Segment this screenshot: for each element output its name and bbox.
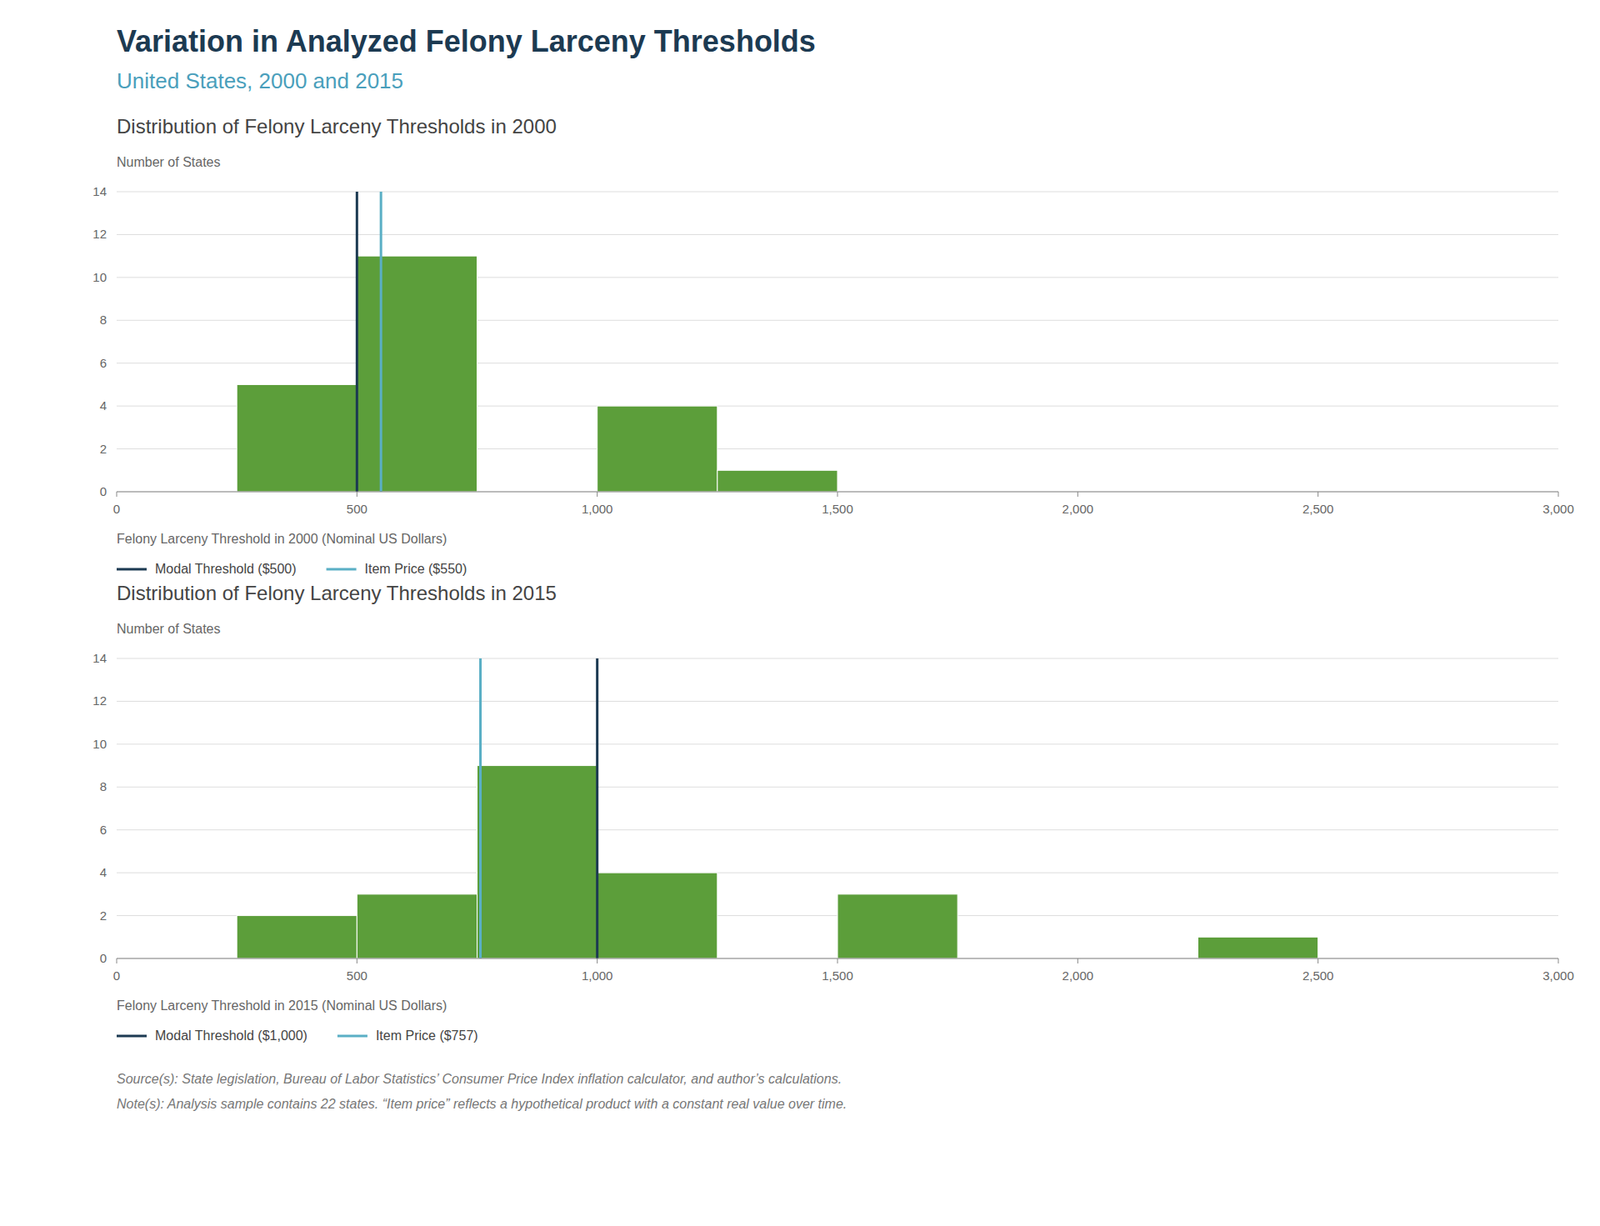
- x-tick-label: 1,500: [821, 968, 854, 983]
- grid-line: [116, 829, 1559, 830]
- y-tick-label: 10: [92, 736, 107, 751]
- x-tick-label: 0: [113, 968, 120, 983]
- legend-entry: Modal Threshold ($500): [155, 561, 297, 576]
- legend-entry: Item Price ($550): [365, 561, 468, 576]
- grid-line: [116, 700, 1559, 702]
- histogram-bar: [597, 405, 718, 492]
- source-note: Note(s): Analysis sample contains 22 sta…: [116, 1096, 847, 1111]
- page-subtitle: United States, 2000 and 2015: [116, 68, 404, 94]
- y-tick-label: 14: [92, 184, 107, 199]
- x-tick: [837, 958, 839, 964]
- x-tick: [116, 491, 118, 497]
- histogram-bar: [236, 384, 357, 492]
- x-tick-label: 500: [346, 501, 368, 516]
- grid-line: [116, 320, 1559, 321]
- x-tick-label: 2,500: [1302, 968, 1335, 983]
- x-tick-label: 1,500: [821, 501, 854, 516]
- reference-line: [595, 658, 599, 959]
- legend-swatch: [116, 568, 147, 571]
- histogram-bar: [356, 894, 477, 959]
- grid-line: [116, 658, 1559, 660]
- plot-area: [236, 658, 1319, 959]
- x-tick: [116, 958, 118, 964]
- y-tick-label: 4: [100, 865, 107, 880]
- grid-line: [116, 234, 1559, 235]
- x-tick: [1317, 491, 1319, 497]
- y-tick-label: 14: [92, 650, 107, 665]
- y-tick-label: 4: [100, 398, 107, 413]
- x-tick-label: 500: [346, 968, 368, 983]
- legend-entry: Modal Threshold ($1,000): [155, 1028, 308, 1043]
- grid-line: [116, 276, 1559, 278]
- chart-title: Distribution of Felony Larceny Threshold…: [116, 115, 557, 138]
- page: Variation in Analyzed Felony Larceny Thr…: [0, 0, 1600, 1226]
- legend-entry: Item Price ($757): [375, 1028, 479, 1043]
- legend: Modal Threshold ($1,000) Item Price ($757…: [116, 1028, 479, 1043]
- y-tick-label: 0: [100, 950, 107, 965]
- histogram-bar: [717, 470, 838, 492]
- x-tick-label: 2,000: [1062, 968, 1095, 983]
- x-tick: [356, 491, 358, 497]
- reference-line: [355, 191, 359, 492]
- grid-line: [116, 786, 1559, 788]
- grid-line: [116, 872, 1559, 874]
- grid-line: [116, 191, 1559, 193]
- x-axis-label: Felony Larceny Threshold in 2015 (Nomina…: [116, 998, 447, 1013]
- background: [0, 0, 1600, 1226]
- histogram-bar: [356, 255, 477, 492]
- x-tick: [356, 958, 358, 964]
- x-tick-label: 2,500: [1302, 501, 1335, 516]
- grid-line: [116, 743, 1559, 745]
- legend-swatch: [326, 568, 357, 571]
- plot-area: [236, 191, 838, 492]
- x-tick: [1077, 958, 1079, 964]
- histogram-bar: [477, 765, 598, 959]
- x-tick-label: 2,000: [1062, 501, 1095, 516]
- y-tick-label: 12: [92, 226, 107, 241]
- reference-line: [380, 191, 383, 492]
- y-tick-label: 8: [100, 779, 107, 794]
- y-axis-label: Number of States: [116, 155, 221, 170]
- y-tick-label: 6: [100, 355, 107, 370]
- histogram-bar: [236, 915, 357, 959]
- x-tick-label: 3,000: [1542, 968, 1575, 983]
- x-tick-label: 1,000: [581, 968, 614, 983]
- x-axis-label: Felony Larceny Threshold in 2000 (Nomina…: [116, 531, 447, 546]
- page-title: Variation in Analyzed Felony Larceny Thr…: [116, 24, 816, 59]
- y-tick-label: 2: [100, 441, 107, 456]
- grid-line: [116, 362, 1559, 364]
- histogram-bar: [837, 894, 958, 959]
- chart: Distribution of Felony Larceny Threshold…: [92, 115, 1574, 576]
- legend: Modal Threshold ($500) Item Price ($550): [116, 561, 467, 576]
- x-tick: [1558, 491, 1560, 497]
- y-axis-label: Number of States: [116, 621, 221, 636]
- x-tick: [1558, 958, 1560, 964]
- y-tick-label: 12: [92, 693, 107, 708]
- source-note: Source(s): State legislation, Bureau of …: [116, 1071, 842, 1086]
- y-tick-label: 2: [100, 908, 107, 923]
- x-tick: [1077, 491, 1079, 497]
- x-tick: [837, 491, 839, 497]
- y-tick-label: 0: [100, 484, 107, 499]
- histogram-bar: [1198, 936, 1319, 959]
- y-tick-label: 6: [100, 822, 107, 837]
- histogram-bar: [597, 872, 718, 959]
- x-tick-label: 1,000: [581, 501, 614, 516]
- y-tick-label: 8: [100, 312, 107, 327]
- legend-swatch: [337, 1035, 368, 1038]
- chart: Distribution of Felony Larceny Threshold…: [92, 581, 1574, 1043]
- reference-line: [479, 658, 482, 959]
- x-tick: [596, 491, 598, 497]
- y-tick-label: 10: [92, 270, 107, 285]
- x-tick-label: 0: [113, 501, 120, 516]
- x-tick-label: 3,000: [1542, 501, 1575, 516]
- x-tick: [596, 958, 598, 964]
- legend-swatch: [116, 1035, 147, 1038]
- chart-title: Distribution of Felony Larceny Threshold…: [116, 581, 557, 605]
- x-tick: [1317, 958, 1319, 964]
